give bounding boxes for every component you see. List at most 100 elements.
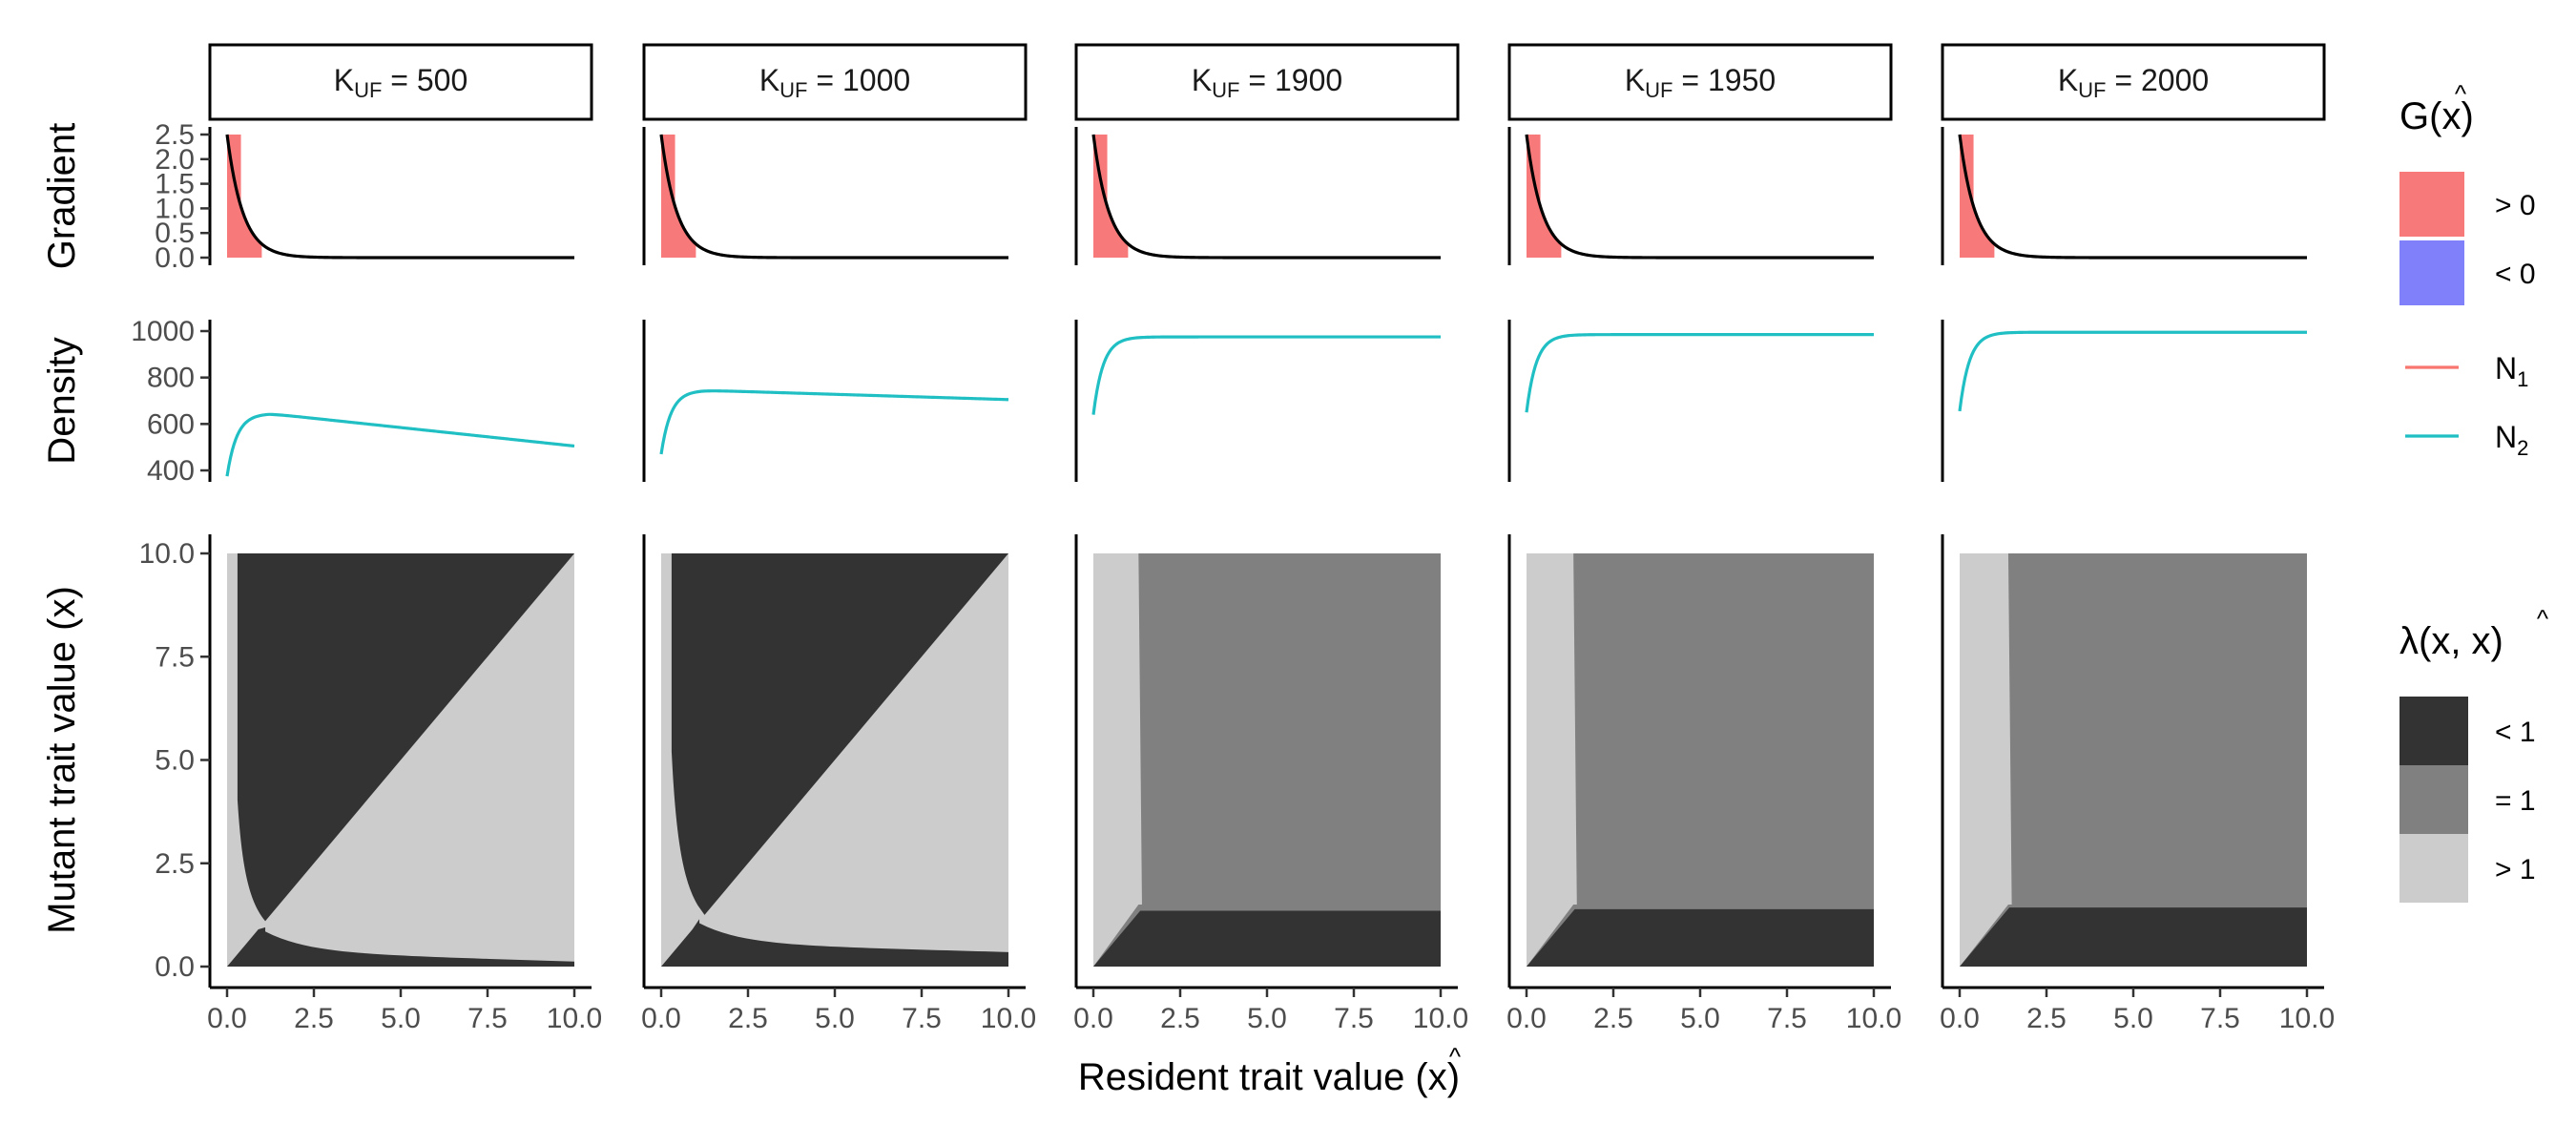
- density-line-n2: [659, 389, 1009, 455]
- x-tick-label: 0.0: [207, 1003, 247, 1034]
- x-tick-label: 5.0: [1247, 1003, 1287, 1034]
- gradient-line: [659, 134, 1008, 260]
- y-gradient-tick-label: 2.0: [155, 144, 195, 176]
- legend-lambda-key: [2399, 697, 2468, 765]
- y-axis-title-pip: Mutant trait value (x): [41, 586, 83, 934]
- pip-region-gt1: [1527, 553, 1577, 967]
- pip-region-lt1: [661, 919, 1008, 967]
- y-density-tick-label: 1000: [131, 316, 195, 347]
- y-gradient-tick-label: 1.5: [155, 169, 195, 200]
- x-tick-label: 5.0: [381, 1003, 421, 1034]
- y-density-tick-label: 400: [147, 455, 195, 487]
- pip-region-lt1: [237, 553, 575, 922]
- y-gradient-tick-label: 2.5: [155, 119, 195, 151]
- x-tick-label: 10.0: [1846, 1003, 1901, 1034]
- y-pip-tick-label: 7.5: [155, 641, 195, 673]
- pip-region-lt1: [671, 553, 1008, 915]
- density-row: [225, 330, 2307, 477]
- x-tick-label: 0.0: [1940, 1003, 1980, 1034]
- legend-gradient-title: G(x): [2399, 95, 2474, 137]
- facet-strip-label: KUF = 1950: [1625, 63, 1776, 102]
- density-line-n2: [1091, 335, 1441, 415]
- legend-lambda-label: > 1: [2495, 854, 2536, 885]
- x-axis-title: Resident trait value (x): [1078, 1056, 1460, 1098]
- pip-region-lt1: [1093, 910, 1441, 967]
- legend-density-label: N2: [2495, 420, 2528, 460]
- facet-strip: [1074, 43, 1460, 121]
- legend-lambda-key: [2399, 834, 2468, 903]
- x-tick-label: 2.5: [294, 1003, 334, 1034]
- density-line-n2: [1958, 330, 2307, 412]
- x-tick-label: 10.0: [1413, 1003, 1468, 1034]
- legend-gradient-label: > 0: [2495, 190, 2536, 221]
- x-tick-label: 7.5: [2200, 1003, 2240, 1034]
- facet-strip-label: KUF = 1900: [1192, 63, 1342, 102]
- facet-strip: [1507, 43, 1893, 121]
- y-density-tick-label: 800: [147, 363, 195, 394]
- y-gradient-tick-label: 0.0: [155, 242, 195, 274]
- gradient-positive-area: [227, 135, 262, 258]
- y-pip-tick-label: 0.0: [155, 951, 195, 983]
- y-pip-tick-label: 10.0: [139, 538, 195, 570]
- x-tick-label: 7.5: [1334, 1003, 1374, 1034]
- legend-lambda-key: [2399, 765, 2468, 834]
- legend-gradient-key: [2399, 240, 2464, 305]
- pip-row: [227, 553, 2307, 967]
- x-axis: 0.0 2.5 5.0 7.5 10.0 0.0 2.5 5.0 7.5 10.0 0.0 2.5 5.…: [207, 986, 2335, 1098]
- y-axes: 0.00.51.01.52.02.540060080010000.02.55.0…: [41, 119, 1944, 988]
- gradient-line: [225, 134, 574, 260]
- facet-strip-label: KUF = 500: [334, 63, 468, 102]
- facet-strip: [1941, 43, 2326, 121]
- gradient-positive-area: [1093, 135, 1129, 258]
- x-tick-label: 5.0: [2113, 1003, 2153, 1034]
- gradient-line: [1091, 134, 1441, 260]
- y-gradient-tick-label: 0.5: [155, 218, 195, 249]
- legend-gradient-label: < 0: [2495, 259, 2536, 290]
- density-line-n2: [1525, 333, 1874, 413]
- gradient-row: [225, 134, 2307, 260]
- density-line-n2: [225, 412, 575, 477]
- legend-gradient-hat: ^: [2455, 79, 2467, 108]
- pip-region-eq1: [1960, 553, 2307, 967]
- pip-region-lt1: [1960, 907, 2307, 967]
- pip-region-eq1: [1527, 553, 1874, 967]
- facet-strip: [208, 43, 593, 121]
- y-density-tick-label: 600: [147, 408, 195, 440]
- x-tick-label: 0.0: [641, 1003, 681, 1034]
- legend-density-label: N1: [2495, 351, 2528, 391]
- y-pip-tick-label: 5.0: [155, 745, 195, 777]
- legend-lambda-label: < 1: [2495, 717, 2536, 748]
- legend-lambda-label: = 1: [2495, 785, 2536, 817]
- legend-lambda-title: λ(x, x): [2399, 620, 2503, 662]
- x-tick-label: 2.5: [1593, 1003, 1633, 1034]
- facet-strip-label: KUF = 2000: [2058, 63, 2209, 102]
- gradient-line: [1958, 134, 2307, 260]
- x-tick-label: 10.0: [981, 1003, 1036, 1034]
- x-tick-label: 2.5: [2026, 1003, 2067, 1034]
- y-pip-tick-label: 2.5: [155, 848, 195, 880]
- x-tick-label: 0.0: [1073, 1003, 1113, 1034]
- x-axis-title-hat: ^: [1449, 1042, 1462, 1071]
- y-axis-title-gradient: Gradient: [41, 123, 83, 269]
- facet-strip: [642, 43, 1028, 121]
- x-tick-label: 7.5: [902, 1003, 942, 1034]
- gradient-positive-area: [1960, 135, 1995, 258]
- legend-lambda-hat: ^: [2537, 604, 2549, 633]
- x-tick-label: 10.0: [2279, 1003, 2335, 1034]
- x-tick-label: 0.0: [1506, 1003, 1547, 1034]
- facet-strip-label: KUF = 1000: [759, 63, 910, 102]
- pip-region-eq1: [1093, 553, 1441, 967]
- x-tick-label: 7.5: [1767, 1003, 1807, 1034]
- pip-region-gt1: [1093, 553, 1142, 967]
- x-tick-label: 5.0: [815, 1003, 855, 1034]
- pip-region-gt1: [1960, 553, 2012, 967]
- gradient-positive-area: [661, 135, 696, 258]
- x-tick-label: 2.5: [1160, 1003, 1200, 1034]
- gradient-line: [1525, 134, 1874, 260]
- x-tick-label: 2.5: [728, 1003, 768, 1034]
- x-tick-label: 10.0: [547, 1003, 602, 1034]
- pip-region-lt1: [227, 926, 574, 967]
- x-tick-label: 7.5: [467, 1003, 508, 1034]
